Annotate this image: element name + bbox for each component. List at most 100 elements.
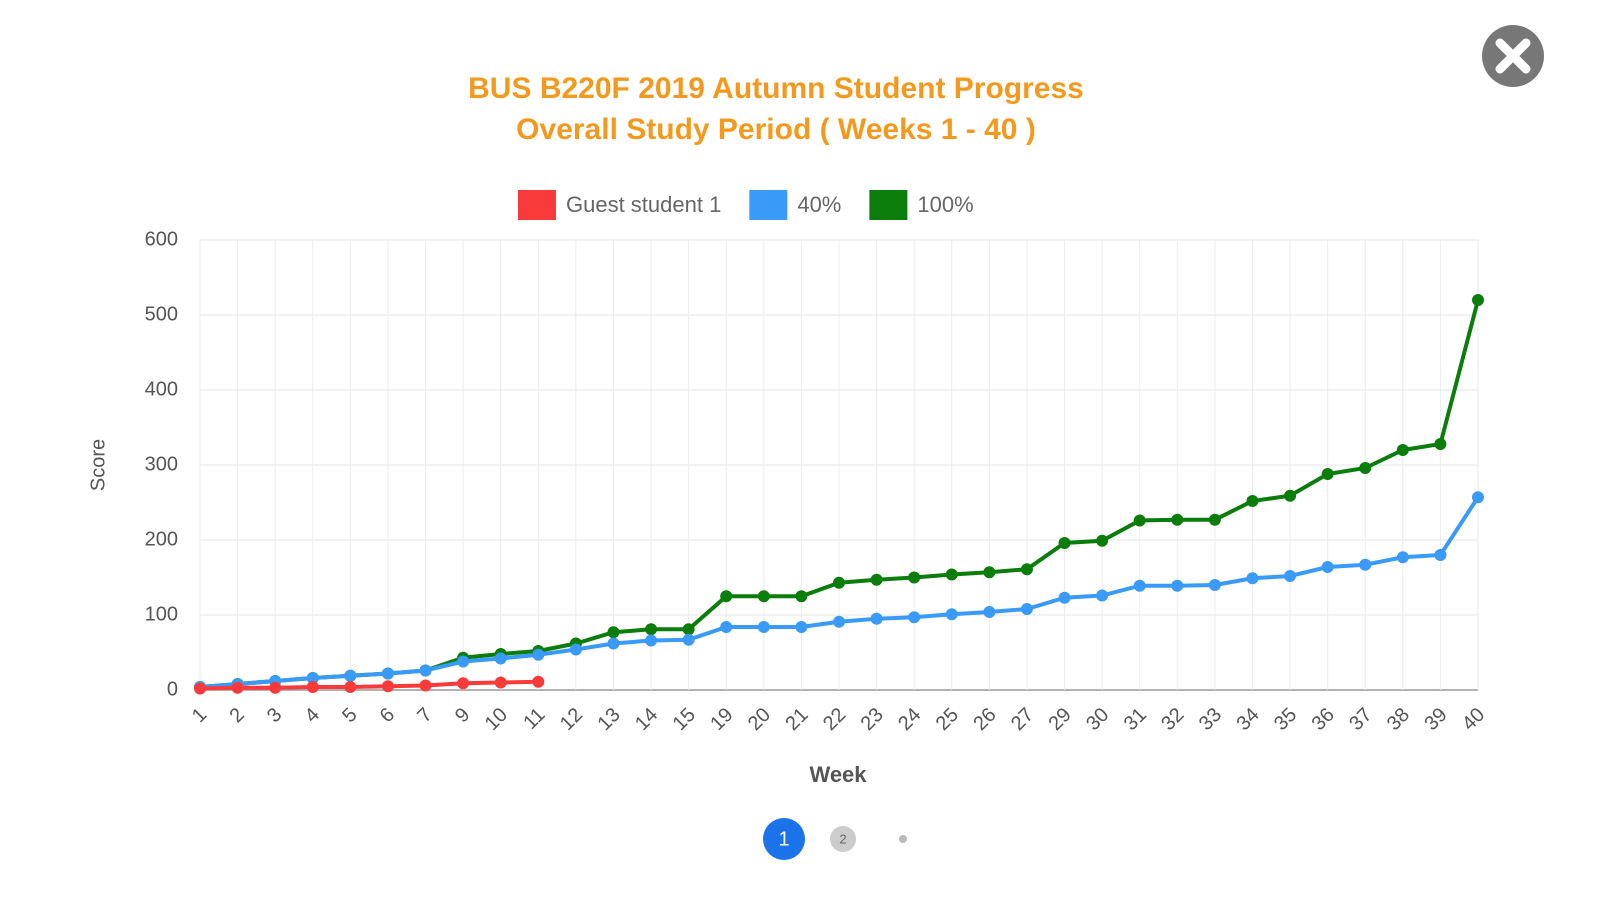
data-point <box>569 643 582 656</box>
data-point <box>1096 534 1109 547</box>
y-tick-label: 300 <box>145 453 178 475</box>
data-point <box>1246 495 1259 507</box>
x-tick-label: 36 <box>1308 704 1339 735</box>
x-tick-label: 23 <box>857 704 888 735</box>
data-point <box>269 681 282 694</box>
data-point <box>757 590 770 603</box>
chart-subtitle: Overall Study Period ( Weeks 1 - 40 ) <box>516 113 1036 146</box>
data-point <box>1133 579 1146 592</box>
data-point <box>306 681 319 693</box>
data-point <box>532 675 545 688</box>
page-number[interactable]: 2 <box>839 831 846 846</box>
x-tick-label: 25 <box>932 704 963 735</box>
data-point <box>1020 563 1033 576</box>
y-tick-label: 500 <box>145 303 178 325</box>
legend-label: 40% <box>797 192 841 217</box>
y-tick-label: 200 <box>145 528 178 550</box>
x-tick-label: 30 <box>1082 704 1113 735</box>
x-tick-label: 39 <box>1420 704 1451 735</box>
x-tick-label: 26 <box>969 704 1000 735</box>
x-axis-label: Week <box>809 762 867 787</box>
data-point <box>1058 537 1071 549</box>
page-dot-active[interactable] <box>763 818 805 860</box>
data-point <box>1246 572 1259 585</box>
x-tick-label: 4 <box>301 704 324 727</box>
data-point <box>381 667 394 680</box>
data-point <box>833 576 845 589</box>
data-point <box>457 677 470 690</box>
x-tick-label: 10 <box>481 704 512 735</box>
page-dot[interactable] <box>899 835 907 843</box>
y-tick-label: 400 <box>145 378 178 400</box>
x-tick-label: 21 <box>781 704 812 735</box>
x-tick-label: 2 <box>225 704 248 727</box>
data-point <box>344 681 357 693</box>
legend-swatch <box>869 190 908 220</box>
data-point <box>344 669 357 682</box>
data-point <box>194 682 206 695</box>
data-point <box>1171 579 1184 592</box>
data-point <box>494 676 507 689</box>
x-tick-label: 35 <box>1270 704 1301 735</box>
data-point <box>1096 589 1109 602</box>
legend-label: Guest student 1 <box>566 192 721 217</box>
data-point <box>607 637 620 650</box>
data-point <box>645 634 658 647</box>
data-point <box>419 679 432 692</box>
data-point <box>1208 513 1221 526</box>
x-tick-label: 12 <box>556 704 587 735</box>
data-point <box>1284 489 1297 502</box>
x-tick-label: 24 <box>894 704 925 735</box>
x-tick-label: 7 <box>413 704 436 727</box>
x-tick-label: 38 <box>1383 704 1414 735</box>
data-point <box>457 655 470 668</box>
page-dot[interactable] <box>830 826 856 852</box>
x-tick-label: 37 <box>1345 704 1376 735</box>
data-point <box>381 680 394 693</box>
x-tick-label: 29 <box>1045 704 1076 735</box>
close-button[interactable] <box>1482 25 1544 87</box>
data-point <box>720 621 733 633</box>
legend-label: 100% <box>917 192 973 217</box>
x-tick-label: 1 <box>188 704 211 727</box>
data-point <box>1472 491 1484 504</box>
data-point <box>795 621 808 633</box>
data-point <box>231 681 244 694</box>
data-point <box>1396 551 1409 564</box>
data-point <box>870 573 883 586</box>
x-tick-label: 32 <box>1157 704 1188 735</box>
x-tick-label: 20 <box>744 704 775 735</box>
data-point <box>306 672 319 684</box>
x-tick-label: 5 <box>338 704 361 727</box>
data-point <box>833 615 845 628</box>
x-tick-label: 3 <box>263 704 286 727</box>
x-tick-label: 40 <box>1458 704 1489 735</box>
data-point <box>1321 561 1334 573</box>
close-icon[interactable] <box>1495 38 1531 74</box>
data-point <box>494 652 507 665</box>
data-point <box>1171 513 1184 526</box>
legend-swatch <box>749 190 788 220</box>
data-point <box>1396 444 1409 456</box>
data-point <box>1020 603 1033 615</box>
data-point <box>757 621 770 633</box>
y-axis-label: Score <box>87 439 109 491</box>
data-point <box>1359 462 1372 474</box>
data-point <box>1133 514 1146 527</box>
x-tick-label: 34 <box>1232 704 1263 735</box>
x-tick-label: 31 <box>1120 704 1151 735</box>
data-point <box>1284 570 1297 582</box>
page-number[interactable]: 1 <box>778 828 789 850</box>
data-point <box>1434 549 1447 561</box>
y-tick-label: 100 <box>145 603 178 625</box>
legend-swatch <box>518 190 556 220</box>
data-point <box>1208 579 1221 591</box>
x-tick-label: 22 <box>819 704 850 735</box>
x-tick-label: 13 <box>593 704 624 735</box>
x-tick-label: 33 <box>1195 704 1226 735</box>
data-point <box>682 623 695 636</box>
series-line <box>199 679 539 691</box>
